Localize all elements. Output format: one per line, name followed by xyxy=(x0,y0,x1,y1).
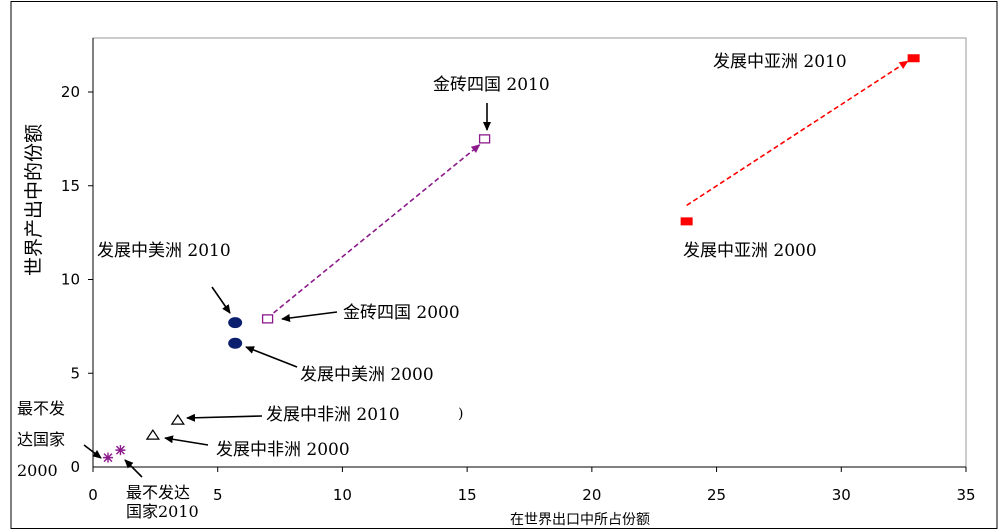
axes: 0 5 10 15 20 25 30 35 5 10 15 20 0 xyxy=(61,38,976,504)
africa-point-2000 xyxy=(145,429,160,440)
brics-point-2010 xyxy=(478,134,491,144)
asia-point-2000 xyxy=(680,217,693,226)
ldc-2010-label: 最不发达国家2010 xyxy=(126,483,199,521)
africa-2000-label: 发展中非洲 2000 xyxy=(216,440,350,460)
ldc-point-2010 xyxy=(115,445,126,456)
asia-2000-label: 发展中亚洲 2000 xyxy=(683,241,817,261)
africa-2010-pointer xyxy=(186,413,263,422)
outer-frame xyxy=(10,1,998,529)
x-tick-label: 20 xyxy=(582,486,601,504)
x-tick-label: 10 xyxy=(333,486,352,504)
brics-trajectory-line xyxy=(273,144,481,314)
america-2000-label: 发展中美洲 2000 xyxy=(300,365,434,385)
africa-2000-pointer xyxy=(164,435,209,446)
x-tick-label: 15 xyxy=(458,486,477,504)
america-point-2000 xyxy=(228,337,243,349)
ldc-2010-label-line: 最不发达 xyxy=(126,483,190,502)
america-2000-label-line: 发展中美洲 2000 xyxy=(300,365,434,385)
asia-trajectory-line xyxy=(686,60,909,207)
x-tick-label: 30 xyxy=(832,486,851,504)
stray-mark: ) xyxy=(458,406,463,422)
x-axis-label: 在世界出口中所占份额 xyxy=(510,512,650,528)
x-tick-label: 35 xyxy=(956,486,975,504)
connectors xyxy=(273,60,909,314)
y-tick-label: 20 xyxy=(61,83,80,101)
x-tick-label: 0 xyxy=(88,486,98,504)
africa-2000-label-line: 发展中非洲 2000 xyxy=(216,440,350,460)
y-axis-label: 世界产出中的份额 xyxy=(23,124,45,276)
africa-2010-label: 发展中非洲 2010 xyxy=(266,405,400,425)
asia-point-2010 xyxy=(907,54,920,63)
africa-point-2010 xyxy=(170,414,185,425)
annotation-arrows xyxy=(83,103,491,478)
asia-2010-label: 发展中亚洲 2010 xyxy=(713,52,847,72)
america-point-2010 xyxy=(228,317,243,329)
ldc-2000-label-line: 最不发 xyxy=(17,399,65,418)
asia-2000-label-line: 发展中亚洲 2000 xyxy=(683,241,817,261)
data-points xyxy=(102,54,920,463)
y-tick-label: 5 xyxy=(70,364,80,382)
x-tick-label: 5 xyxy=(213,486,223,504)
ldc-2010-pointer xyxy=(124,459,143,478)
america-2010-label: 发展中美洲 2010 xyxy=(97,241,231,261)
y-tick-label: 10 xyxy=(61,271,80,289)
brics-2000-label: 金砖四国 2000 xyxy=(343,303,460,323)
ldc-2000-pointer xyxy=(83,444,102,459)
brics-2010-label: 金砖四国 2010 xyxy=(433,75,550,95)
ldc-2010-label-line: 国家2010 xyxy=(126,502,199,521)
x-tick-label: 25 xyxy=(707,486,726,504)
brics-2000-pointer xyxy=(281,311,338,322)
ldc-point-2000 xyxy=(102,452,113,463)
brics-2000-label-line: 金砖四国 2000 xyxy=(343,303,460,323)
america-2000-pointer xyxy=(245,346,298,368)
america-2010-label-line: 发展中美洲 2010 xyxy=(97,241,231,261)
ldc-2000-label: 最不发达国家 2000 xyxy=(17,399,65,480)
ldc-2000-label-line: 2000 xyxy=(17,461,58,480)
africa-2010-label-line: 发展中非洲 2010 xyxy=(266,405,400,425)
y-tick-label: 0 xyxy=(70,458,80,476)
brics-2010-label-line: 金砖四国 2010 xyxy=(433,75,550,95)
y-tick-label: 15 xyxy=(61,177,80,195)
asia-2010-label-line: 发展中亚洲 2010 xyxy=(713,52,847,72)
plot-area xyxy=(92,37,967,468)
brics-point-2000 xyxy=(261,314,274,324)
america-2010-pointer xyxy=(211,286,231,314)
ldc-2000-label-line: 达国家 xyxy=(17,430,65,449)
